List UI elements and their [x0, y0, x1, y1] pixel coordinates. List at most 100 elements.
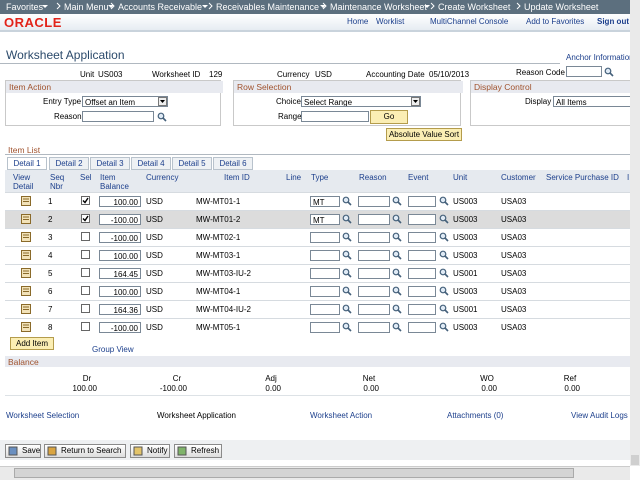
lookup-icon[interactable] [439, 322, 449, 332]
event-input[interactable] [408, 214, 436, 225]
text-input[interactable] [301, 111, 369, 122]
select[interactable]: Select Range [301, 96, 421, 107]
view-detail-icon[interactable] [21, 322, 31, 332]
nav-item[interactable]: Accounts Receivable [118, 2, 203, 12]
lookup-icon[interactable] [157, 112, 167, 122]
event-input[interactable] [408, 322, 436, 333]
view-detail-icon[interactable] [21, 232, 31, 242]
lookup-icon[interactable] [342, 250, 352, 260]
scrollbar-v[interactable] [630, 0, 640, 466]
reason-input[interactable] [358, 196, 390, 207]
tab[interactable]: Detail 4 [131, 157, 171, 170]
lookup-icon[interactable] [439, 214, 449, 224]
lookup-icon[interactable] [392, 286, 402, 296]
reason-input[interactable] [358, 214, 390, 225]
scroll-thumb[interactable] [14, 468, 574, 478]
nav-item[interactable]: Update Worksheet [524, 2, 599, 12]
tab[interactable]: Detail 3 [90, 157, 130, 170]
event-input[interactable] [408, 196, 436, 207]
tab[interactable]: Detail 6 [213, 157, 253, 170]
balance-input[interactable]: 164.45 [99, 268, 141, 279]
lookup-icon[interactable] [342, 286, 352, 296]
type-input[interactable]: MT [310, 214, 340, 225]
dropdown-arrow[interactable] [411, 97, 420, 106]
tab[interactable]: Detail 1 [7, 157, 47, 170]
button[interactable]: Go [370, 110, 408, 124]
balance-input[interactable]: -100.00 [99, 214, 141, 225]
lookup-icon[interactable] [392, 268, 402, 278]
view-detail-icon[interactable] [21, 196, 31, 206]
checkbox[interactable] [81, 232, 90, 241]
header-link[interactable]: Home [347, 17, 369, 26]
lookup-icon[interactable] [392, 322, 402, 332]
checkbox[interactable] [81, 196, 90, 205]
nav-item[interactable]: Maintenance Worksheet [330, 2, 427, 12]
lookup-icon[interactable] [342, 304, 352, 314]
nav-item[interactable]: Favorites [6, 2, 44, 12]
event-input[interactable] [408, 286, 436, 297]
select[interactable]: All Items [553, 96, 633, 107]
balance-input[interactable]: 164.36 [99, 304, 141, 315]
reason-input[interactable] [358, 232, 390, 243]
link[interactable]: View Audit Logs [571, 411, 628, 420]
view-detail-icon[interactable] [21, 286, 31, 296]
lookup-icon[interactable] [439, 232, 449, 242]
lookup-icon[interactable] [439, 286, 449, 296]
view-detail-icon[interactable] [21, 250, 31, 260]
checkbox[interactable] [81, 286, 90, 295]
type-input[interactable] [310, 322, 340, 333]
lookup-icon[interactable] [342, 196, 352, 206]
checkbox[interactable] [81, 322, 90, 331]
type-input[interactable] [310, 286, 340, 297]
header-link[interactable]: Add to Favorites [526, 17, 585, 26]
reason-input[interactable] [358, 250, 390, 261]
balance-input[interactable]: 100.00 [99, 196, 141, 207]
lookup-icon[interactable] [392, 304, 402, 314]
lookup-icon[interactable] [392, 214, 402, 224]
anchor-link[interactable]: Anchor Information [566, 53, 634, 62]
link[interactable]: Worksheet Action [310, 411, 373, 420]
type-input[interactable] [310, 304, 340, 315]
checkbox[interactable] [81, 250, 90, 259]
event-input[interactable] [408, 232, 436, 243]
balance-input[interactable]: -100.00 [99, 232, 141, 243]
link[interactable]: Attachments (0) [447, 411, 504, 420]
balance-input[interactable]: -100.00 [99, 322, 141, 333]
checkbox[interactable] [81, 268, 90, 277]
scroll-thumb[interactable] [631, 455, 639, 465]
header-link[interactable]: MultiChannel Console [430, 17, 509, 26]
dropdown-arrow[interactable] [158, 97, 167, 106]
button[interactable]: Absolute Value Sort [386, 128, 462, 141]
reason-input[interactable] [358, 286, 390, 297]
lookup-icon[interactable] [342, 322, 352, 332]
button[interactable]: Add Item [10, 337, 54, 350]
event-input[interactable] [408, 304, 436, 315]
lookup-icon[interactable] [439, 196, 449, 206]
reason-input[interactable] [358, 322, 390, 333]
checkbox[interactable] [81, 214, 90, 223]
nav-item[interactable]: Receivables Maintenance [216, 2, 320, 12]
tab[interactable]: Detail 5 [172, 157, 212, 170]
header-link[interactable]: Sign out [597, 17, 629, 26]
view-detail-icon[interactable] [21, 304, 31, 314]
type-input[interactable]: MT [310, 196, 340, 207]
text-input[interactable] [82, 111, 154, 122]
lookup-icon[interactable] [342, 214, 352, 224]
lookup-icon[interactable] [392, 196, 402, 206]
link[interactable]: Worksheet Selection [6, 411, 80, 420]
type-input[interactable] [310, 250, 340, 261]
event-input[interactable] [408, 268, 436, 279]
lookup-icon[interactable] [439, 268, 449, 278]
lookup-icon[interactable] [392, 232, 402, 242]
reason-code-input[interactable] [566, 66, 602, 77]
reason-input[interactable] [358, 268, 390, 279]
toolbar-button[interactable]: Return to Search [44, 444, 126, 458]
nav-item[interactable]: Main Menu [64, 2, 109, 12]
type-input[interactable] [310, 232, 340, 243]
tab[interactable]: Detail 2 [49, 157, 89, 170]
lookup-icon[interactable] [604, 67, 614, 77]
header-link[interactable]: Worklist [376, 17, 405, 26]
lookup-icon[interactable] [342, 268, 352, 278]
lookup-icon[interactable] [392, 250, 402, 260]
lookup-icon[interactable] [439, 304, 449, 314]
